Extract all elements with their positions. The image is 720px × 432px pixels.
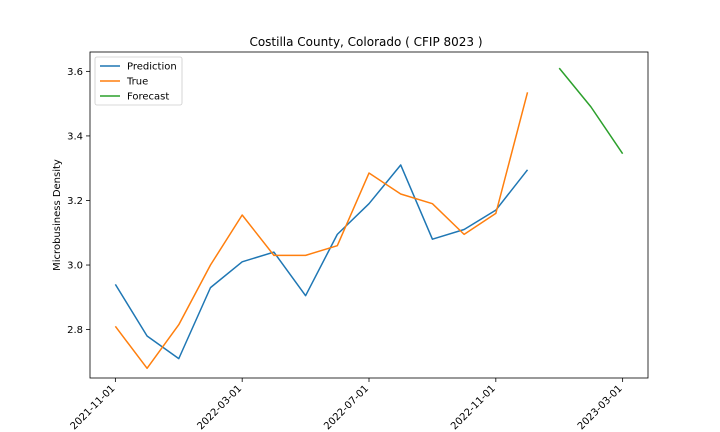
y-axis-ticks: 2.8 3.0 3.2 3.4 3.6 <box>67 67 90 336</box>
series-lines <box>114 67 624 370</box>
y-tick-label: 2.8 <box>67 325 83 336</box>
legend-label-true: True <box>126 77 148 88</box>
y-axis-label: Microbusiness Density <box>52 159 63 271</box>
chart-title: Costilla County, Colorado ( CFIP 8023 ) <box>249 35 482 49</box>
series-line-prediction <box>114 164 529 360</box>
y-tick-label: 3.0 <box>67 261 83 272</box>
y-tick-label: 3.6 <box>67 67 83 78</box>
series-line-forecast <box>558 67 624 155</box>
y-tick-label: 3.4 <box>67 131 83 142</box>
y-tick-label: 3.2 <box>67 196 83 207</box>
legend-label-prediction: Prediction <box>127 62 177 73</box>
series-line-true <box>114 92 529 370</box>
legend: Prediction True Forecast <box>94 56 183 106</box>
legend-box <box>94 56 183 106</box>
legend-label-forecast: Forecast <box>127 92 169 103</box>
